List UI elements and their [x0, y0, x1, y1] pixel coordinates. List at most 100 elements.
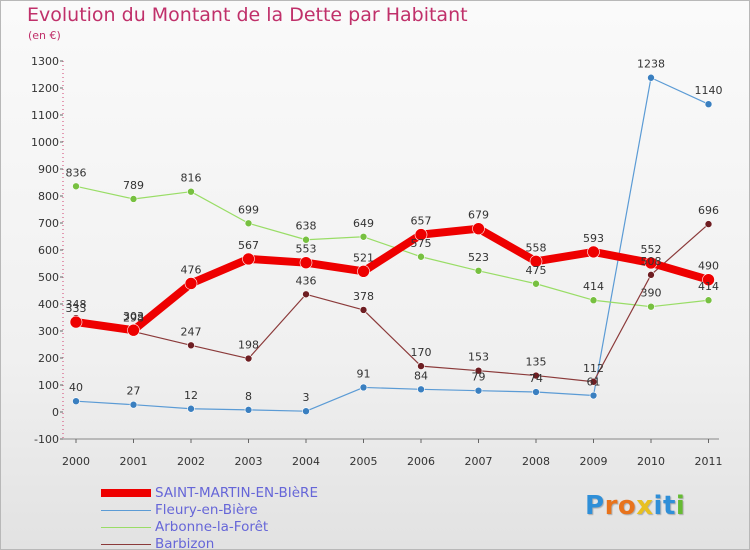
data-point	[587, 245, 600, 259]
data-point	[417, 385, 425, 394]
x-tick-label: 2006	[407, 455, 435, 468]
proxiti-logo: Proxiti	[585, 491, 685, 521]
data-point	[127, 323, 140, 337]
data-label: 523	[468, 251, 489, 264]
data-point	[69, 315, 83, 329]
data-label: 303	[123, 310, 144, 323]
data-point	[529, 255, 543, 268]
data-label: 508	[641, 255, 662, 268]
data-point	[187, 341, 195, 350]
data-point	[589, 391, 598, 400]
data-point	[129, 195, 138, 203]
data-label: 333	[66, 302, 87, 315]
data-point	[187, 404, 195, 413]
series-line	[75, 185, 710, 308]
legend-swatch	[101, 527, 151, 528]
series-line	[72, 224, 713, 335]
y-tick-label: 900	[38, 163, 59, 176]
data-point	[647, 271, 655, 279]
x-tick-label: 2007	[465, 455, 493, 468]
data-label: 696	[698, 204, 719, 217]
y-tick-label: 100	[38, 379, 59, 392]
data-label: 74	[529, 372, 543, 385]
data-label: 789	[123, 179, 144, 192]
y-tick-label: 1100	[31, 109, 59, 122]
data-point	[417, 252, 425, 261]
data-point	[184, 277, 198, 290]
data-label: 298	[123, 312, 144, 325]
data-label: 1238	[637, 58, 665, 71]
data-label: 657	[411, 215, 432, 228]
data-label: 12	[184, 389, 198, 402]
y-tick-label: 300	[38, 325, 59, 338]
logo-letter: P	[585, 491, 605, 521]
data-label: 91	[357, 367, 371, 380]
x-tick-label: 2011	[695, 455, 723, 468]
data-point	[472, 222, 485, 235]
logo-letter: t	[662, 491, 676, 521]
data-point	[72, 182, 80, 191]
y-tick-label: 700	[38, 217, 59, 230]
data-point	[702, 273, 715, 287]
data-label: 247	[181, 325, 202, 338]
y-tick-label: 600	[38, 244, 59, 257]
logo-letter: o	[617, 491, 637, 521]
x-tick-label: 2005	[350, 455, 378, 468]
data-label: 558	[526, 241, 547, 254]
data-label: 567	[238, 239, 259, 252]
chart-data-labels: 40 27 12 8 3 91 84 79 74 61 1238 1140 836 789 816 699 63…	[66, 58, 723, 404]
data-point	[589, 377, 598, 386]
chart-axes: -100 0 100 200 300 400 500 600 700 800 900 1000 1100…	[31, 55, 723, 468]
data-point	[474, 366, 483, 375]
data-point	[129, 400, 138, 409]
data-label: 638	[296, 220, 317, 233]
series-line	[75, 223, 710, 383]
x-tick-label: 2004	[292, 455, 320, 468]
data-point	[704, 100, 713, 108]
data-point	[647, 302, 655, 311]
data-point	[647, 73, 655, 82]
data-label: 593	[583, 232, 604, 245]
data-label: 390	[641, 287, 662, 300]
x-tick-label: 2009	[580, 455, 608, 468]
legend-label: Fleury-en-Bière	[155, 502, 258, 518]
data-point	[532, 371, 540, 380]
data-point	[359, 383, 368, 392]
x-tick-label: 2000	[62, 455, 90, 468]
data-label: 198	[238, 339, 259, 352]
legend-swatch	[101, 510, 151, 511]
y-tick-label: 400	[38, 298, 59, 311]
data-label: 552	[641, 243, 662, 256]
data-label: 836	[66, 166, 87, 179]
data-label: 61	[587, 376, 601, 389]
data-label: 436	[296, 274, 317, 287]
data-label: 476	[181, 263, 202, 276]
data-label: 84	[414, 369, 428, 382]
data-point	[359, 232, 368, 241]
data-point	[474, 386, 483, 395]
data-point	[244, 406, 253, 414]
data-point	[704, 296, 713, 305]
data-point	[302, 290, 310, 299]
x-tick-label: 2001	[120, 455, 148, 468]
data-label: 135	[526, 356, 547, 369]
data-label: 475	[526, 264, 547, 277]
data-point	[357, 265, 370, 278]
chart-lines	[69, 73, 715, 415]
data-point	[244, 354, 253, 363]
chart-title: Evolution du Montant de la Dette par Hab…	[27, 4, 468, 26]
data-label: 3	[303, 391, 310, 404]
y-tick-label: 500	[38, 271, 59, 284]
data-label: 414	[698, 280, 719, 293]
data-point	[644, 256, 658, 270]
data-label: 348	[66, 298, 87, 311]
series-line	[75, 77, 710, 412]
x-tick-label: 2010	[637, 455, 665, 468]
logo-letter: r	[604, 491, 618, 521]
data-label: 1140	[695, 84, 723, 97]
data-point	[532, 279, 540, 288]
legend-label: SAINT-MARTIN-EN-BIèRE	[155, 485, 318, 501]
data-label: 79	[472, 371, 486, 384]
data-point	[302, 407, 310, 415]
x-tick-label: 2003	[235, 455, 263, 468]
